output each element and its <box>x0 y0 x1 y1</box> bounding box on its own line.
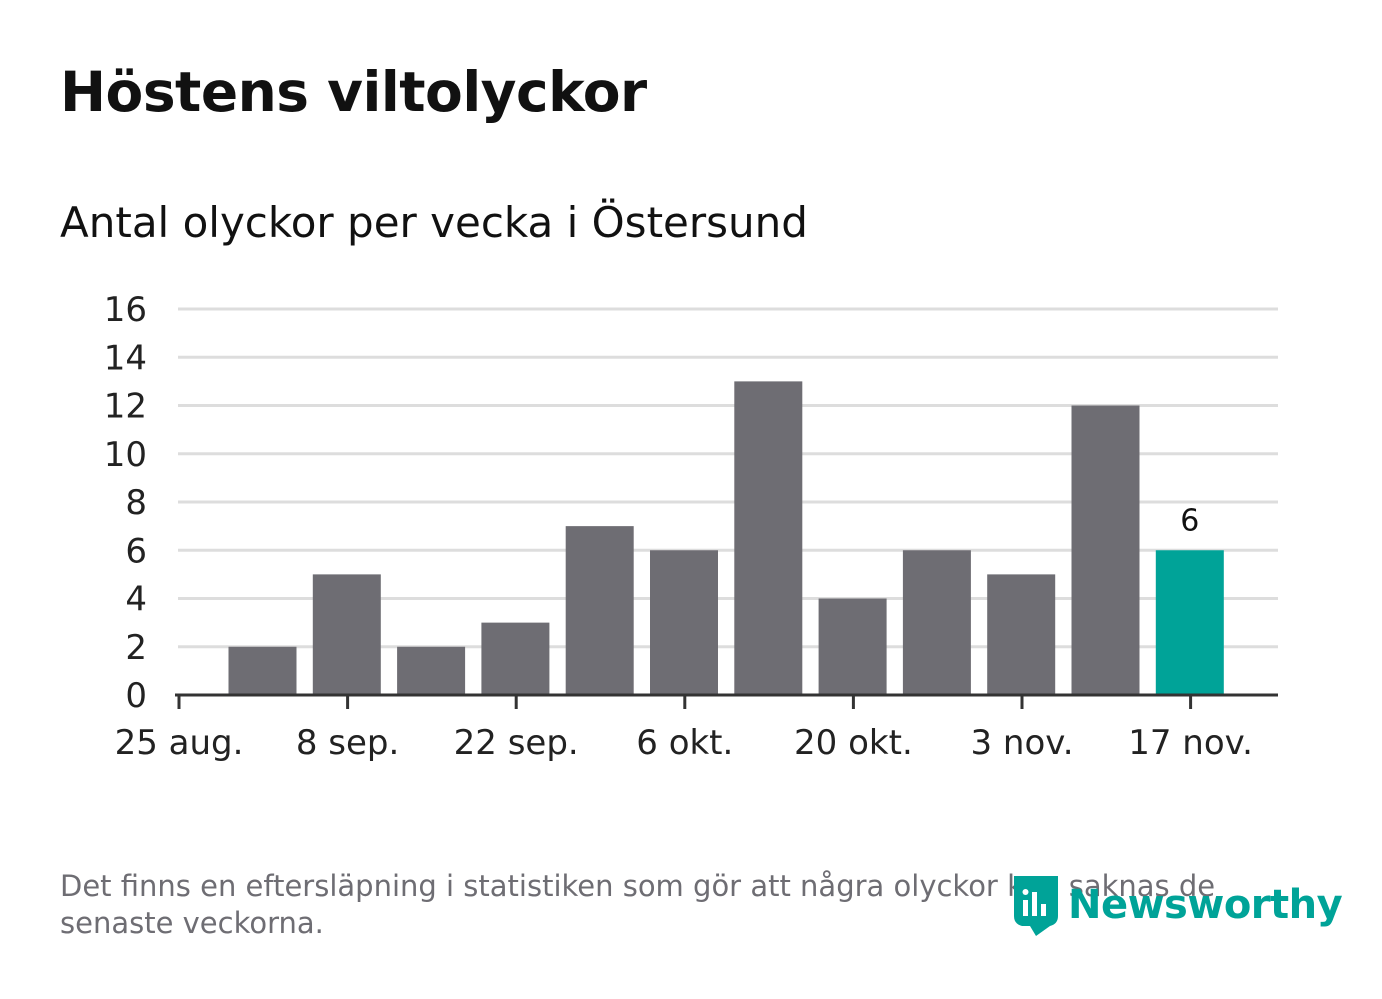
bar <box>902 550 971 695</box>
bar <box>734 381 803 695</box>
y-tick-label: 14 <box>104 338 147 378</box>
bar <box>565 526 634 695</box>
x-tick-label: 17 nov. <box>1128 723 1253 763</box>
y-axis-labels: 0 2 4 6 8 10 12 14 16 <box>104 290 147 716</box>
newsworthy-logo-text: Newsworthy <box>1068 882 1343 928</box>
y-tick-label: 4 <box>125 580 147 620</box>
x-tick-label: 3 nov. <box>970 723 1073 763</box>
x-tick-label: 22 sep. <box>454 723 579 763</box>
data-label: 6 <box>1180 503 1199 538</box>
bar <box>397 646 466 695</box>
bar <box>1155 550 1224 695</box>
x-tick-label: 8 sep. <box>296 723 399 763</box>
y-tick-label: 8 <box>125 483 147 523</box>
x-tick-label: 25 aug. <box>115 723 244 763</box>
y-tick-label: 0 <box>125 676 147 716</box>
bar <box>650 550 718 695</box>
y-tick-label: 2 <box>125 628 147 668</box>
x-axis <box>175 693 1278 709</box>
y-tick-label: 16 <box>104 290 147 330</box>
chart-subtitle: Antal olyckor per vecka i Östersund <box>60 198 808 247</box>
newsworthy-logo-icon <box>1014 876 1058 936</box>
x-tick-label: 6 okt. <box>636 723 733 763</box>
data-labels: 6 <box>1177 500 1202 541</box>
x-tick-label: 20 okt. <box>794 723 913 763</box>
bar <box>987 574 1056 695</box>
bar <box>481 622 550 695</box>
bar <box>818 598 887 695</box>
bar <box>228 646 297 695</box>
bars <box>228 381 1224 695</box>
chart-title: Höstens viltolyckor <box>60 60 647 124</box>
bar <box>1071 405 1140 695</box>
newsworthy-logo: Newsworthy <box>1010 872 1343 938</box>
y-tick-label: 10 <box>104 435 147 475</box>
y-tick-label: 6 <box>125 531 147 571</box>
y-tick-label: 12 <box>104 387 147 427</box>
bar-chart: 0 2 4 6 8 10 12 14 16 25 aug. 8 sep. 22 sep. 6 okt.… <box>104 290 1278 763</box>
x-axis-labels: 25 aug. 8 sep. 22 sep. 6 okt. 20 okt. 3 nov. 1… <box>115 723 1253 763</box>
bar <box>312 574 381 695</box>
